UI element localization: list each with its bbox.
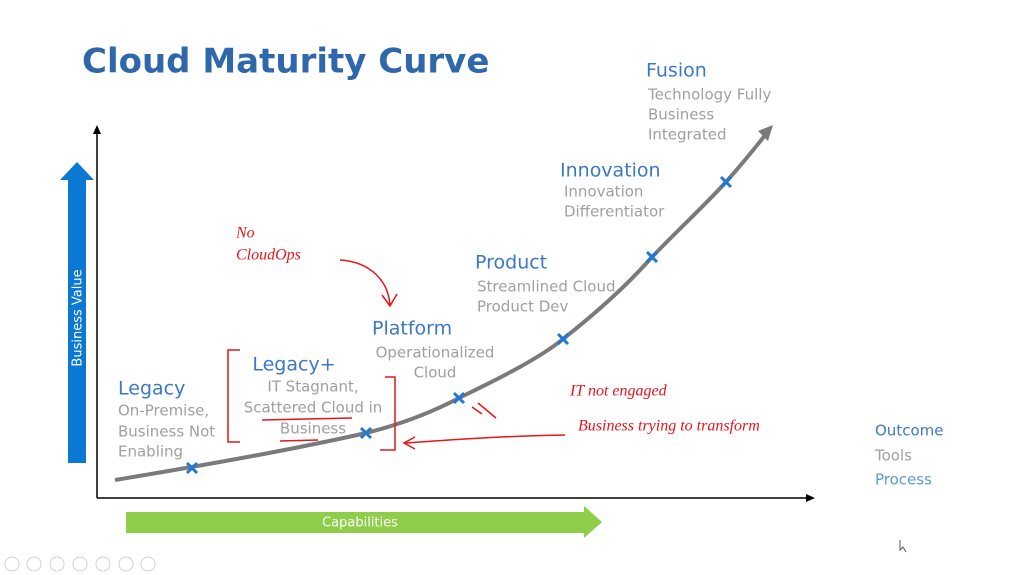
stage-platform: Platform Operationalized Cloud bbox=[372, 318, 494, 382]
legend: Outcome Tools Process bbox=[874, 422, 943, 489]
slide-title: Cloud Maturity Curve bbox=[82, 42, 489, 82]
axes bbox=[93, 125, 815, 502]
stage-description: Innovation bbox=[564, 183, 643, 201]
annotation-text: No bbox=[235, 225, 255, 242]
stage-description: Streamlined Cloud bbox=[477, 278, 615, 296]
stage-legacy-plus: Legacy+ IT Stagnant, Scattered Cloud in … bbox=[244, 354, 383, 438]
annotation-text: Business trying to transform bbox=[578, 418, 760, 435]
stage-description: Integrated bbox=[648, 126, 727, 144]
cursor bbox=[899, 540, 907, 553]
legend-item: Process bbox=[875, 471, 932, 489]
business-value-arrow: Business Value bbox=[60, 162, 94, 463]
stage-description: Business Not bbox=[118, 423, 215, 441]
stage-innovation: Innovation Innovation Differentiator bbox=[560, 160, 665, 221]
stage-description: Business bbox=[280, 420, 346, 438]
stage-description: Scattered Cloud in bbox=[244, 399, 383, 417]
stage-description: Enabling bbox=[118, 443, 183, 461]
x-axis-label: Capabilities bbox=[322, 516, 398, 531]
legend-item: Outcome bbox=[875, 422, 943, 440]
maturity-curve bbox=[114, 125, 773, 482]
stage-legacy: Legacy On-Premise, Business Not Enabling bbox=[118, 378, 215, 461]
capabilities-arrow: Capabilities bbox=[126, 506, 602, 538]
stage-description: Differentiator bbox=[564, 203, 665, 221]
stage-label: Platform bbox=[372, 318, 452, 340]
annotation-text: CloudOps bbox=[236, 247, 301, 264]
annotations: No CloudOps IT not engaged Business tryi… bbox=[227, 225, 760, 451]
stage-label: Product bbox=[475, 252, 547, 274]
stage-label: Legacy+ bbox=[252, 354, 335, 376]
stage-description: Cloud bbox=[414, 364, 457, 382]
stage-product: Product Streamlined Cloud Product Dev bbox=[475, 252, 615, 316]
stage-label: Fusion bbox=[646, 60, 707, 82]
stage-description: Business bbox=[648, 106, 714, 124]
y-axis-label: Business Value bbox=[71, 269, 86, 366]
stage-description: Operationalized bbox=[376, 344, 495, 362]
stage-description: Product Dev bbox=[477, 298, 569, 316]
stage-description: Technology Fully bbox=[647, 86, 771, 104]
stage-description: IT Stagnant, bbox=[267, 378, 358, 396]
stage-fusion: Fusion Technology Fully Business Integra… bbox=[646, 60, 771, 144]
stage-description: On-Premise, bbox=[118, 402, 209, 420]
curve-markers bbox=[185, 175, 733, 475]
stage-label: Innovation bbox=[560, 160, 661, 182]
annotation-text: IT not engaged bbox=[569, 383, 668, 400]
stage-label: Legacy bbox=[118, 378, 185, 400]
slide-toolbar[interactable] bbox=[4, 556, 156, 572]
legend-item: Tools bbox=[874, 447, 912, 465]
